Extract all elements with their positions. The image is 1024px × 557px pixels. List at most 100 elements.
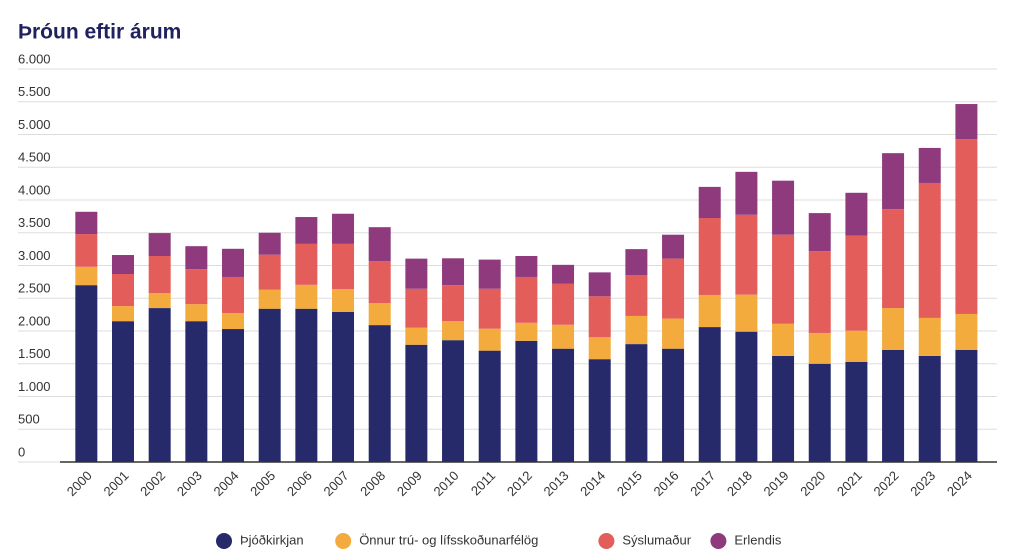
- y-tick-label: 0: [18, 444, 25, 459]
- x-tick-label: 2005: [247, 468, 278, 499]
- bar-segment: [918, 182, 941, 318]
- bar-segment: [405, 327, 428, 345]
- chart-title: Þróun eftir árum: [18, 21, 181, 44]
- bar-segment: [808, 213, 831, 252]
- bar-segment: [845, 192, 868, 236]
- bar-segment: [955, 139, 978, 314]
- bar-segment: [772, 180, 795, 235]
- bar-segment: [808, 363, 831, 462]
- y-tick-label: 6.000: [18, 51, 51, 66]
- y-tick-label: 4.000: [18, 182, 51, 197]
- bar-segment: [625, 344, 648, 462]
- bar-segment: [148, 233, 171, 257]
- x-tick-label: 2014: [577, 468, 608, 499]
- y-tick-label: 1.000: [18, 379, 51, 394]
- bar-segment: [405, 344, 428, 462]
- y-tick-label: 1.500: [18, 346, 51, 361]
- bar-segment: [625, 274, 648, 316]
- bar-segment: [148, 308, 171, 462]
- bar-segment: [295, 217, 318, 244]
- x-tick-label: 2016: [651, 468, 682, 499]
- bar-segment: [625, 315, 648, 345]
- bar-segment: [515, 276, 538, 323]
- x-tick-label: 2010: [431, 468, 462, 499]
- x-tick-label: 2013: [541, 468, 572, 499]
- bar-segment: [918, 355, 941, 462]
- bar-segment: [112, 274, 135, 307]
- bar-segment: [845, 330, 868, 362]
- bar-segment: [332, 312, 355, 462]
- bar-segment: [258, 232, 281, 255]
- y-tick-label: 3.500: [18, 215, 51, 230]
- bar-segment: [368, 261, 391, 304]
- bar-segment: [882, 308, 905, 350]
- bar-segment: [478, 259, 501, 289]
- bar-segment: [112, 255, 135, 275]
- bar-segment: [295, 243, 318, 285]
- x-tick-label: 2006: [284, 468, 315, 499]
- bar-segment: [588, 337, 611, 360]
- bar-segment: [148, 256, 171, 294]
- bar-segment: [258, 289, 281, 309]
- y-tick-label: 500: [18, 412, 40, 427]
- bar-segment: [368, 325, 391, 462]
- bar-segment: [918, 147, 941, 183]
- bar-segment: [735, 294, 758, 332]
- bar-segment: [698, 218, 721, 295]
- bar-segment: [552, 348, 575, 462]
- bar-segment: [222, 312, 245, 330]
- bar-segment: [515, 340, 538, 462]
- y-tick-label: 4.500: [18, 150, 51, 165]
- bar-segment: [515, 322, 538, 341]
- bar-segment: [478, 328, 501, 351]
- x-tick-label: 2017: [687, 468, 718, 499]
- bar-segment: [442, 285, 465, 322]
- x-tick-label: 2019: [761, 468, 792, 499]
- bar-segment: [772, 323, 795, 356]
- bar-segment: [625, 249, 648, 275]
- x-tick-label: 2022: [871, 468, 902, 499]
- bar-segment: [442, 340, 465, 462]
- bar-segment: [332, 243, 355, 290]
- bar-segment: [772, 234, 795, 324]
- y-tick-label: 2.000: [18, 313, 51, 328]
- bar-segment: [442, 258, 465, 286]
- x-tick-label: 2001: [100, 468, 131, 499]
- bar-segment: [75, 266, 98, 286]
- bar-segment: [258, 308, 281, 462]
- bar-segment: [405, 258, 428, 289]
- bar-segment: [918, 317, 941, 356]
- bar-segment: [112, 306, 135, 322]
- bar-segment: [75, 234, 98, 267]
- bar-segment: [185, 304, 208, 322]
- bar-segment: [295, 308, 318, 462]
- bar-segment: [735, 214, 758, 295]
- y-tick-label: 5.000: [18, 117, 51, 132]
- bar-segment: [185, 321, 208, 462]
- bar-segment: [295, 284, 318, 309]
- bar-segment: [258, 254, 281, 290]
- bar-segment: [588, 296, 611, 338]
- bar-segment: [955, 313, 978, 350]
- bar-segment: [222, 248, 245, 277]
- legend-label: Önnur trú- og lífsskoðunarfélög: [359, 532, 538, 547]
- bar-segment: [882, 209, 905, 309]
- bar-segment: [552, 264, 575, 284]
- bar-segment: [368, 303, 391, 326]
- bar-segment: [882, 349, 905, 462]
- bar-segment: [552, 283, 575, 325]
- bar-segment: [222, 276, 245, 313]
- bar-segment: [185, 269, 208, 305]
- x-tick-label: 2020: [797, 468, 828, 499]
- bar-segment: [698, 186, 721, 219]
- x-tick-label: 2007: [321, 468, 352, 499]
- x-tick-label: 2003: [174, 468, 205, 499]
- bar-segment: [405, 288, 428, 328]
- bar-segment: [845, 361, 868, 462]
- x-tick-label: 2023: [907, 468, 938, 499]
- bar-segment: [588, 272, 611, 297]
- x-tick-label: 2012: [504, 468, 535, 499]
- bar-segment: [845, 235, 868, 331]
- bar-segment: [662, 318, 685, 349]
